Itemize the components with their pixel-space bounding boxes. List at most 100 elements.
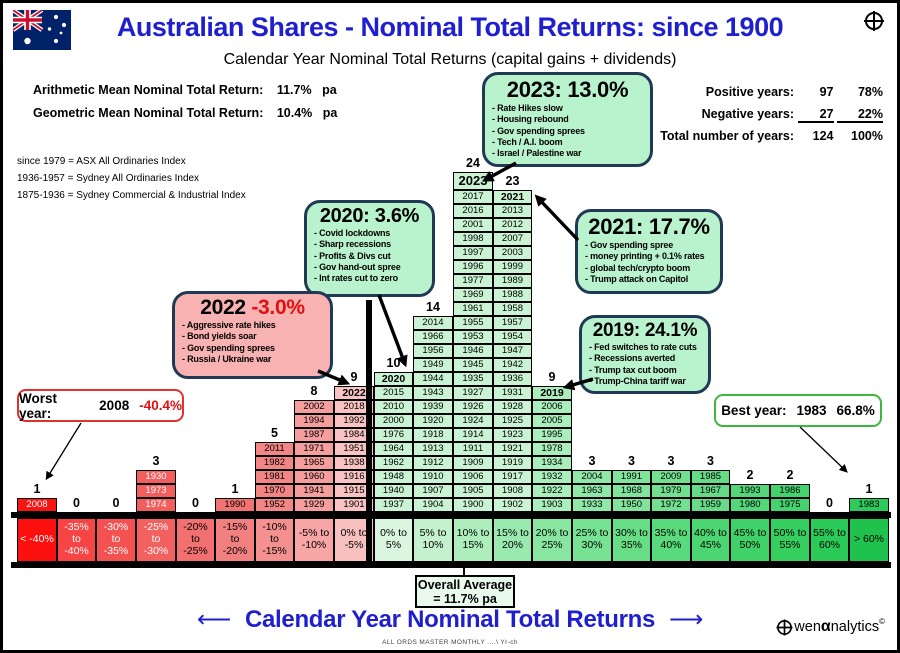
bin-label: 35% to 40% bbox=[651, 518, 691, 562]
year-cell: 1970 bbox=[255, 484, 294, 498]
year-cell: 1918 bbox=[413, 428, 453, 442]
histogram-column: 1993 1980 bbox=[730, 484, 770, 512]
bin-label: -35% to -40% bbox=[57, 518, 96, 562]
stat-count: 124 bbox=[812, 129, 834, 143]
year-cell: 1912 bbox=[413, 456, 453, 470]
year-cell: 1976 bbox=[374, 428, 413, 442]
year-cell: 1908 bbox=[493, 484, 532, 498]
best-year-year: 1983 bbox=[796, 403, 827, 418]
column-count: 2 bbox=[746, 468, 754, 482]
year-cell: 1991 bbox=[612, 470, 651, 484]
callout-bullet: - Russia / Ukraine war bbox=[182, 353, 272, 364]
histogram-column: 2021 2013 2012 2007 2003 1999 1989 1988 1958 1957… bbox=[493, 190, 532, 512]
callout-bullets: - Aggressive rate hikes - Bond yields soa… bbox=[182, 320, 323, 365]
callout-bullet: - Trump tax cut boom bbox=[589, 364, 677, 375]
column-count: 9 bbox=[350, 370, 358, 384]
bin-label: 55% to 60% bbox=[810, 518, 849, 562]
year-cell: 1909 bbox=[453, 456, 493, 470]
year-cell: 2004 bbox=[572, 470, 612, 484]
year-cell: 2008 bbox=[17, 498, 57, 512]
average-connector-line bbox=[463, 568, 465, 576]
stat-percent: 100% bbox=[851, 129, 883, 143]
year-cell: 1981 bbox=[255, 470, 294, 484]
year-cell: 1959 bbox=[691, 498, 730, 512]
bin-label: 15% to 20% bbox=[493, 518, 532, 562]
year-cell: 1955 bbox=[453, 316, 493, 330]
year-cell: 1921 bbox=[493, 442, 532, 456]
callout-bullets: - Rate Hikes slow - Housing rebound - Gov … bbox=[492, 103, 643, 159]
year-cell: 1925 bbox=[493, 414, 532, 428]
year-cell: 2019 bbox=[532, 386, 572, 400]
source-fine-print: ALL ORDS MASTER MONTHLY ....\ Yr-ch bbox=[382, 639, 518, 646]
bin-label: > 60% bbox=[849, 518, 889, 562]
stat-label: Total number of years: bbox=[660, 129, 795, 143]
bin-label: -15% to -20% bbox=[215, 518, 255, 562]
callout-bullet: - global tech/crypto boom bbox=[585, 262, 691, 273]
year-cell: 1974 bbox=[136, 498, 176, 512]
axis-caption-text: Calendar Year Nominal Total Returns bbox=[244, 606, 656, 633]
histogram-column: 2011 1982 1981 1970 1952 bbox=[255, 442, 294, 512]
year-cell: 1990 bbox=[215, 498, 255, 512]
year-cell: 1928 bbox=[493, 400, 532, 414]
column-count: 1 bbox=[33, 482, 41, 496]
histogram-column: 1985 1967 1959 bbox=[691, 470, 730, 512]
logo-alpha: α bbox=[820, 618, 831, 635]
year-cell: 1936 bbox=[493, 372, 532, 386]
year-cell: 1910 bbox=[413, 470, 453, 484]
worst-year-box: Worst year: 2008 -40.4% bbox=[17, 389, 184, 422]
left-arrow-icon: ⟵ bbox=[196, 606, 231, 633]
callout-bullet: - Int rates cut to zero bbox=[314, 273, 398, 283]
year-cell: 1923 bbox=[493, 428, 532, 442]
year-cell: 1984 bbox=[334, 428, 374, 442]
callout-bullet: - Aggressive rate hikes bbox=[182, 320, 276, 330]
column-count: 3 bbox=[628, 454, 635, 468]
year-cell: 1905 bbox=[453, 484, 493, 498]
column-count: 9 bbox=[548, 370, 556, 384]
histogram-column: 2023 2017 2016 2001 1998 1997 1996 1977 1969 1961… bbox=[453, 172, 493, 512]
year-cell: 1964 bbox=[374, 442, 413, 456]
callout-bullet: - Gov spending spree bbox=[585, 240, 674, 250]
year-cell: 1986 bbox=[770, 484, 810, 498]
year-cell: 1957 bbox=[493, 316, 532, 330]
year-cell: 1951 bbox=[334, 442, 374, 456]
year-cell: 2006 bbox=[532, 400, 572, 414]
callout-2023: 2023: 13.0% - Rate Hikes slow - Housing r… bbox=[482, 72, 653, 167]
year-cell: 1904 bbox=[413, 498, 453, 512]
year-cell: 1994 bbox=[294, 414, 334, 428]
stat-percent: 78% bbox=[857, 85, 883, 99]
callout-bullet: - Rate Hikes slow bbox=[492, 103, 563, 113]
year-cell: 1934 bbox=[532, 456, 572, 470]
year-cell: 2011 bbox=[255, 442, 294, 456]
index-note: 1936-1957 = Sydney All Ordinaries Index bbox=[17, 173, 200, 184]
year-cell: 1975 bbox=[770, 498, 810, 512]
year-cell: 1907 bbox=[413, 484, 453, 498]
x-axis-line bbox=[11, 512, 891, 518]
crosshair-icon bbox=[864, 11, 884, 31]
column-count: 23 bbox=[505, 174, 520, 188]
year-cell: 1915 bbox=[334, 484, 374, 498]
worst-year-label: Worst year: bbox=[19, 390, 58, 421]
bin-label: 45% to 50% bbox=[730, 518, 770, 562]
bin-label: 50% to 55% bbox=[770, 518, 810, 562]
year-cell: 2014 bbox=[413, 316, 453, 330]
bin-label: -20% to -25% bbox=[176, 518, 215, 562]
year-cell: 1901 bbox=[334, 498, 374, 512]
year-cell: 1962 bbox=[374, 456, 413, 470]
bin-label: -10% to -15% bbox=[255, 518, 294, 562]
column-count: 2 bbox=[786, 468, 794, 482]
stat-count: 27 bbox=[797, 107, 834, 123]
stat-label: Positive years: bbox=[705, 85, 795, 99]
year-cell: 1938 bbox=[334, 456, 374, 470]
year-cell: 2017 bbox=[453, 190, 493, 204]
chart-subtitle: Calendar Year Nominal Total Returns (cap… bbox=[223, 51, 677, 68]
histogram-column: 2019 2006 2005 1995 1978 1934 1932 1922 1903 bbox=[532, 386, 572, 512]
year-cell: 1958 bbox=[493, 302, 532, 316]
year-cell: 1993 bbox=[730, 484, 770, 498]
year-cell: 1961 bbox=[453, 302, 493, 316]
callout-title: 2020: 3.6% bbox=[319, 205, 420, 227]
year-cell: 2022 bbox=[334, 386, 374, 400]
year-cell: 1937 bbox=[374, 498, 413, 512]
year-cell: 2020 bbox=[374, 372, 413, 386]
column-count: 1 bbox=[231, 482, 239, 496]
histogram-column: 1983 bbox=[849, 498, 889, 512]
